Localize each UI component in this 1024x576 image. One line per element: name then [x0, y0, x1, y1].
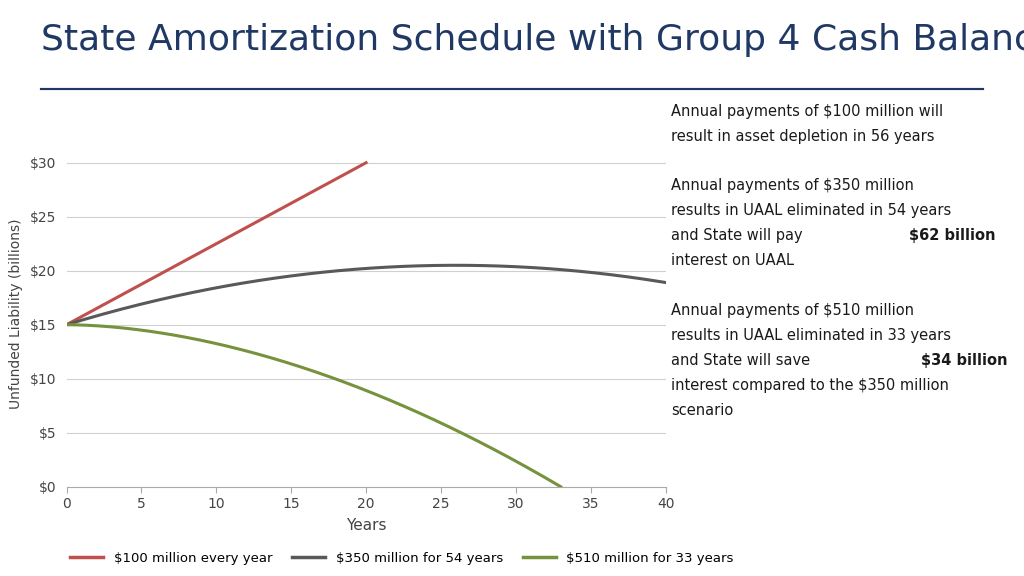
Text: scenario: scenario — [671, 403, 733, 418]
Text: results in UAAL eliminated in 33 years: results in UAAL eliminated in 33 years — [671, 328, 950, 343]
Text: result in asset depletion in 56 years: result in asset depletion in 56 years — [671, 129, 934, 144]
Text: interest compared to the $350 million: interest compared to the $350 million — [671, 378, 948, 393]
Text: Annual payments of $350 million: Annual payments of $350 million — [671, 179, 913, 194]
Text: Annual payments of $100 million will: Annual payments of $100 million will — [671, 104, 943, 119]
Text: $62 billion: $62 billion — [909, 229, 995, 244]
Text: interest on UAAL: interest on UAAL — [671, 253, 794, 268]
X-axis label: Years: Years — [346, 518, 386, 533]
Text: Annual payments of $510 million: Annual payments of $510 million — [671, 302, 913, 317]
Text: and State will save: and State will save — [671, 353, 814, 367]
Y-axis label: Unfunded Liability (billions): Unfunded Liability (billions) — [8, 219, 23, 409]
Legend: $100 million every year, $350 million for 54 years, $510 million for 33 years: $100 million every year, $350 million fo… — [71, 552, 733, 565]
Text: and State will pay: and State will pay — [671, 229, 807, 244]
Text: $34 billion: $34 billion — [922, 353, 1008, 367]
Text: results in UAAL eliminated in 54 years: results in UAAL eliminated in 54 years — [671, 203, 951, 218]
Text: State Amortization Schedule with Group 4 Cash Balance: State Amortization Schedule with Group 4… — [41, 23, 1024, 57]
